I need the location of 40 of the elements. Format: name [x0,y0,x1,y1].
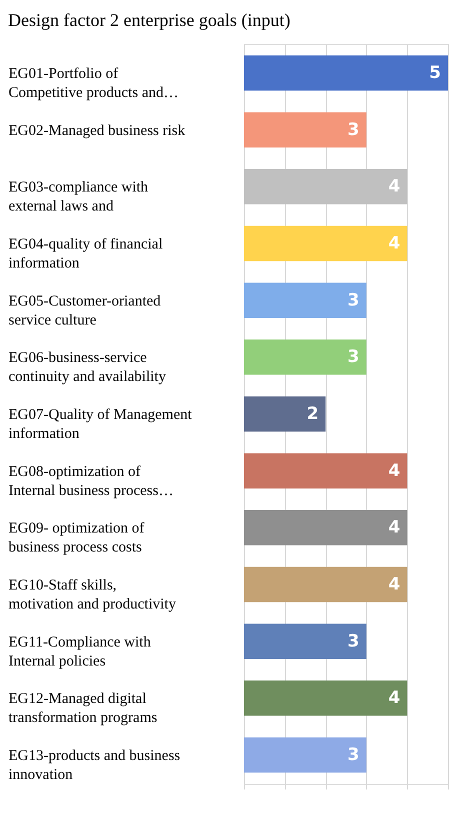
y-tick-label: EG06-business-service continuity and availability [8,350,166,386]
data-label: 4 [388,176,400,197]
bar [244,680,408,716]
y-tick-label: EG01-Portfolio of Competitive products and… [8,66,178,101]
y-tick-label: EG10-Staff skills, motivation and productivity [8,578,176,613]
data-label: 4 [388,688,400,708]
data-label: 4 [388,233,400,254]
y-tick-label: EG02-Managed business risk [8,122,186,139]
bar [244,169,408,204]
bar [244,396,326,432]
y-tick-label: EG13-products and business innovation [8,748,180,784]
data-label: 4 [388,518,400,538]
data-label: 2 [306,404,319,424]
bar [244,55,448,91]
bar [244,340,366,375]
y-tick-label: EG04-quality of financial information [8,236,163,272]
y-tick-label: EG11-Compliance with Internal policies [8,634,152,670]
bar [244,566,408,602]
bar [244,226,408,262]
bar [244,510,408,546]
y-tick-label: EG03-compliance with external laws and [8,180,149,215]
data-label: 3 [348,120,360,140]
data-label: 3 [348,290,360,310]
chart-title: Design factor 2 enterprise goals (input) [8,10,290,30]
data-label: 3 [348,347,360,368]
data-label: 5 [429,62,441,83]
bar [244,737,366,773]
bar [244,282,366,318]
bar [244,453,408,488]
y-tick-label: EG09- optimization of business process costs [8,520,144,556]
y-tick-label: EG07-Quality of Management information [8,407,193,442]
data-label: 3 [348,631,360,652]
y-tick-label: EG08-optimization of Internal business process… [8,464,174,499]
data-label: 3 [348,745,360,766]
data-label: 4 [388,460,400,481]
bar [244,112,366,148]
bar [244,624,366,659]
y-tick-label: EG05-Customer-orianted service culture [8,293,162,328]
y-tick-label: EG12-Managed digital transformation programs [8,691,158,726]
data-label: 4 [388,574,400,595]
